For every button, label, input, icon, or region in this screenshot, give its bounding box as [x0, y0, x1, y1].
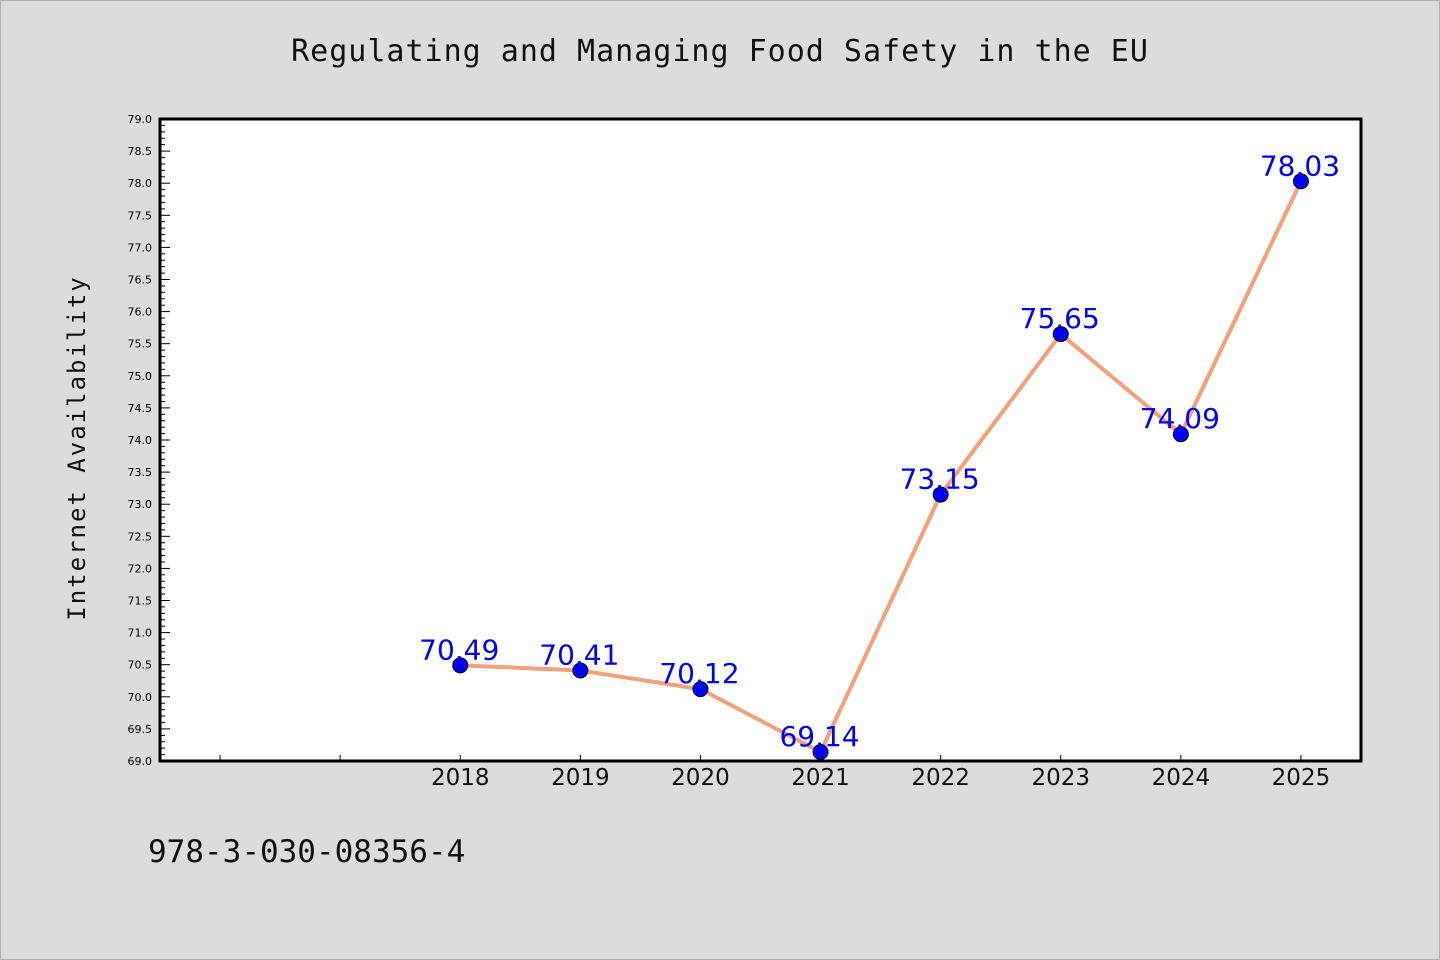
x-tick-label: 2019 [551, 765, 610, 791]
data-label: 78.03 [1260, 149, 1340, 182]
x-tick-label: 2021 [791, 765, 850, 791]
y-tick-label: 74.0 [128, 434, 153, 447]
data-label: 73.15 [900, 463, 980, 496]
y-tick-label: 73.5 [128, 466, 153, 479]
data-label: 75.65 [1020, 302, 1100, 335]
y-tick-label: 69.0 [128, 755, 153, 768]
data-label: 70.41 [539, 638, 619, 671]
y-tick-label: 69.5 [128, 723, 153, 736]
x-tick-label: 2022 [911, 765, 970, 791]
y-tick-label: 72.0 [128, 562, 153, 575]
data-point [692, 681, 709, 698]
data-point [1172, 426, 1189, 443]
data-label: 69.14 [779, 720, 859, 753]
isbn-footer: 978-3-030-08356-4 [148, 834, 466, 870]
y-tick-label: 76.0 [128, 306, 153, 319]
x-tick-label: 2018 [431, 765, 490, 791]
x-tick-label: 2020 [671, 765, 730, 791]
data-label: 70.12 [659, 657, 739, 690]
x-tick-label: 2024 [1152, 765, 1211, 791]
data-label: 70.49 [419, 633, 499, 666]
y-tick-label: 75.5 [128, 338, 153, 351]
y-tick-label: 74.5 [128, 402, 153, 415]
data-point [932, 486, 949, 503]
y-tick-label: 71.0 [128, 627, 153, 640]
data-point [1292, 173, 1309, 190]
plot-border [158, 117, 1363, 763]
y-tick-label: 77.5 [128, 209, 153, 222]
y-tick-label: 70.0 [128, 691, 153, 704]
y-tick-label: 77.0 [128, 241, 153, 254]
series-line [458, 179, 1303, 755]
y-tick-label: 75.0 [128, 370, 153, 383]
y-tick-label: 71.5 [128, 595, 153, 608]
y-tick-label: 76.5 [128, 274, 153, 287]
y-tick-label: 78.5 [128, 145, 153, 158]
y-tick-label: 79.0 [128, 113, 153, 126]
y-tick-label: 70.5 [128, 659, 153, 672]
plot-area [160, 119, 1361, 761]
y-tick-label: 72.5 [128, 530, 153, 543]
data-label: 74.09 [1140, 402, 1220, 435]
x-tick-label: 2025 [1272, 765, 1331, 791]
y-axis-label: Internet Availability [63, 275, 91, 620]
data-point [452, 657, 469, 674]
x-tick-label: 2023 [1031, 765, 1090, 791]
data-point [1052, 326, 1069, 343]
y-tick-label: 73.0 [128, 498, 153, 511]
y-tick-label: 78.0 [128, 177, 153, 190]
data-point [572, 662, 589, 679]
chart-title: Regulating and Managing Food Safety in t… [291, 34, 1149, 69]
